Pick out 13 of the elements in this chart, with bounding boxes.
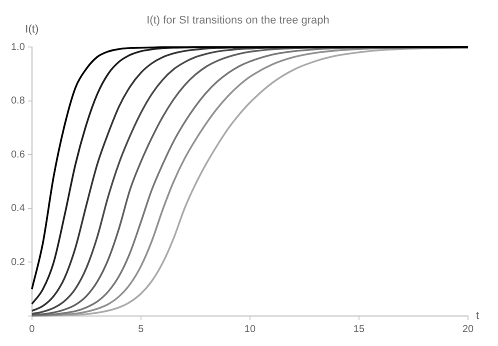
x-tick-label: 0 bbox=[29, 324, 36, 335]
y-tick-label: 0.2 bbox=[10, 256, 26, 268]
y-tick-label: 0.4 bbox=[10, 203, 26, 214]
y-axis-title: I(t) bbox=[25, 24, 39, 36]
y-tick-label: 0.8 bbox=[10, 96, 26, 107]
x-axis-title: t bbox=[476, 310, 480, 322]
x-tick-label: 10 bbox=[244, 324, 256, 335]
x-tick-label: 15 bbox=[353, 324, 365, 335]
chart-title: I(t) for SI transitions on the tree graph bbox=[146, 14, 330, 27]
y-tick-label: 1.0 bbox=[10, 42, 26, 53]
x-tick-label: 20 bbox=[462, 324, 474, 335]
x-tick-label: 5 bbox=[138, 324, 144, 335]
y-tick-label: 0.6 bbox=[10, 149, 26, 160]
